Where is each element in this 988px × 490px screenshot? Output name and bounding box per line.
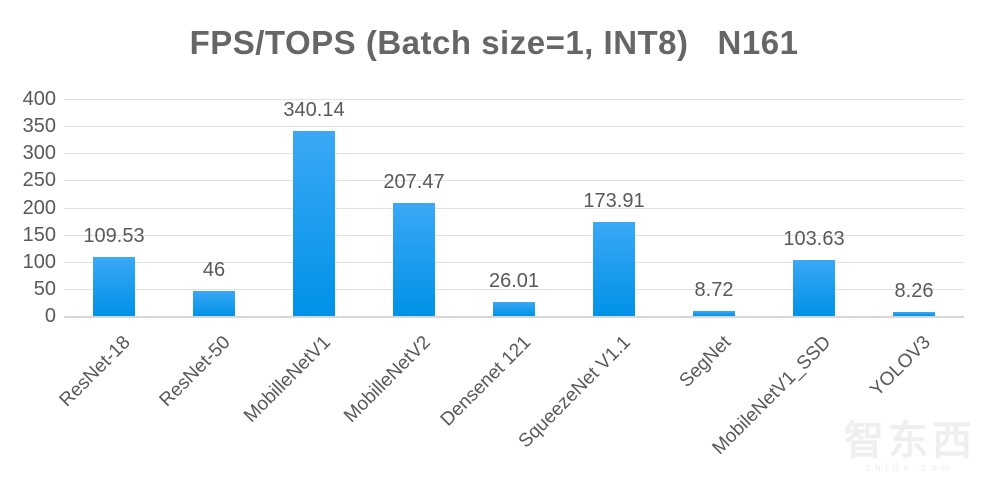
plot-area: 109.53 46 340.14 207.47 26.01 173.91 8.72 103.6… (64, 99, 964, 318)
value-label-ResNet-50: 46 (202, 259, 226, 282)
watermark-url: zhidx.com (864, 463, 955, 474)
chart-title: FPS/TOPS (Batch size=1, INT8) N161 (189, 24, 799, 61)
bar-YOLOV3 (893, 311, 935, 316)
value-label-MobileNetV1_SSD: 103.63 (783, 227, 845, 250)
y-tick-label-350: 350 (22, 115, 56, 138)
gridline-0 (64, 316, 964, 318)
gridline-150 (64, 234, 964, 236)
x-label-ResNet-18: ResNet-18 (55, 332, 135, 412)
value-label-ResNet-18: 109.53 (83, 224, 145, 247)
y-tick-label-50: 50 (33, 277, 56, 300)
gridline-100 (64, 261, 964, 263)
gridline-300 (64, 153, 964, 155)
bar-SqueezeNet V1.1 (593, 221, 635, 316)
bar-MobilleNetV2 (393, 203, 435, 316)
value-label-SegNet: 8.72 (694, 279, 734, 302)
x-label-SegNet: SegNet (675, 332, 735, 392)
y-tick-label-150: 150 (22, 223, 56, 246)
value-label-MobilleNetV1: 340.14 (283, 99, 345, 122)
y-tick-label-400: 400 (22, 88, 56, 110)
bar-SegNet (693, 311, 735, 316)
watermark: 智东西 zhidx.com (844, 421, 976, 474)
gridline-200 (64, 207, 964, 209)
bar-Densenet 121 (493, 301, 535, 316)
value-label-MobilleNetV2: 207.47 (383, 171, 445, 194)
gridline-350 (64, 126, 964, 128)
x-label-YOLOV3: YOLOV3 (866, 332, 935, 401)
x-label-ResNet-50: ResNet-50 (155, 332, 235, 412)
bar-ResNet-50 (193, 291, 235, 316)
y-tick-label-250: 250 (22, 169, 56, 192)
value-label-Densenet 121: 26.01 (488, 269, 540, 292)
gridline-50 (64, 288, 964, 290)
bar-MobilleNetV1 (293, 131, 335, 316)
value-label-SqueezeNet V1.1: 173.91 (583, 189, 645, 212)
gridline-400 (64, 99, 964, 100)
gridline-250 (64, 180, 964, 182)
x-label-MobilleNetV2: MobilleNetV2 (340, 332, 435, 427)
bar-MobileNetV1_SSD (793, 259, 835, 316)
x-label-MobilleNetV1: MobilleNetV1 (240, 332, 335, 427)
bar-ResNet-18 (93, 256, 135, 316)
y-tick-label-300: 300 (22, 142, 56, 165)
value-label-YOLOV3: 8.26 (894, 279, 934, 302)
y-tick-label-200: 200 (22, 196, 56, 219)
watermark-logo: 智东西 (844, 419, 976, 463)
y-tick-label-100: 100 (22, 250, 56, 273)
x-label-Densenet 121: Densenet 121 (436, 332, 535, 431)
y-tick-label-0: 0 (44, 305, 56, 327)
